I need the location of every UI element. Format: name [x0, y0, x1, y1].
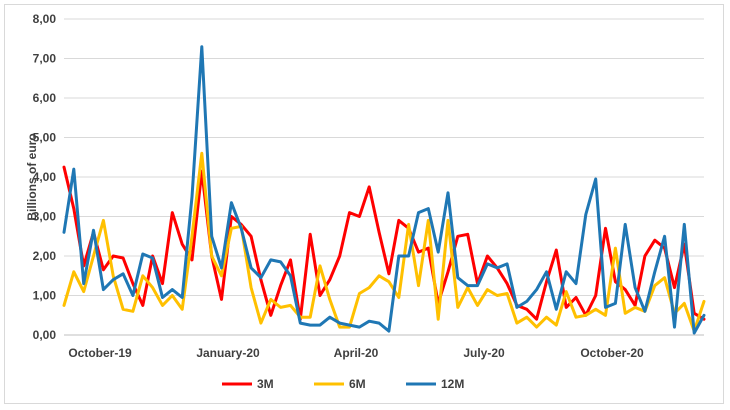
x-tick-label: July-20: [463, 346, 505, 360]
series-line-6m: [62, 151, 706, 333]
series-line-12m: [62, 45, 706, 335]
legend-label-6m: 6M: [349, 377, 366, 391]
y-tick-label: 0,00: [33, 328, 57, 342]
x-tick-label: April-20: [334, 346, 379, 360]
legend-label-12m: 12M: [441, 377, 464, 391]
chart-frame: 0,00 1,00 2,00 3,00 4,00 5,00 6,00 7,00 8,00 Bill…: [4, 4, 724, 404]
y-tick-label: 8,00: [33, 12, 57, 26]
y-tick-label: 7,00: [33, 52, 57, 66]
line-chart: 0,00 1,00 2,00 3,00 4,00 5,00 6,00 7,00 8,00 Bill…: [25, 12, 706, 391]
series-line-3m: [62, 165, 706, 321]
y-tick-label: 1,00: [33, 289, 57, 303]
y-tick-label: 3,00: [33, 210, 57, 224]
y-tick-label: 6,00: [33, 91, 57, 105]
x-tick-label: October-20: [580, 346, 644, 360]
y-tick-label: 4,00: [33, 170, 57, 184]
y-axis-label: Billions of euro: [25, 133, 39, 220]
y-tick-label: 5,00: [33, 131, 57, 145]
x-tick-label: October-19: [68, 346, 132, 360]
x-tick-label: January-20: [196, 346, 260, 360]
legend-label-3m: 3M: [257, 377, 274, 391]
y-tick-label: 2,00: [33, 249, 57, 263]
